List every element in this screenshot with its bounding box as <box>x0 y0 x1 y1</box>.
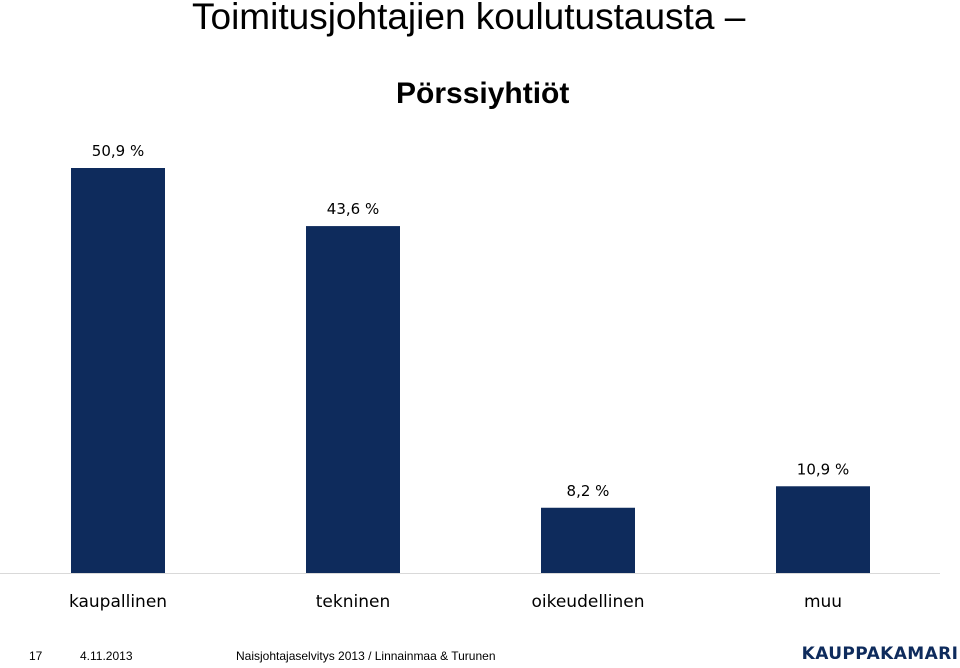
slide-title: Toimitusjohtajien koulutustausta – <box>192 0 745 40</box>
category-label-kaupallinen: kaupallinen <box>69 592 167 612</box>
bar-tekninen <box>306 226 400 573</box>
page-number: 17 <box>29 649 43 663</box>
footer-date: 4.11.2013 <box>80 649 133 663</box>
bar-oikeudellinen <box>541 507 635 573</box>
bar-muu <box>776 486 870 573</box>
slide-title-text: Toimitusjohtajien koulutustausta <box>192 0 715 37</box>
footer-source: Naisjohtajaselvitys 2013 / Linnainmaa & … <box>236 649 496 663</box>
category-label-oikeudellinen: oikeudellinen <box>531 592 644 612</box>
data-label-oikeudellinen: 8,2 % <box>567 482 610 500</box>
data-label-tekninen: 43,6 % <box>327 200 379 218</box>
data-label-kaupallinen: 50,9 % <box>92 142 144 160</box>
data-label-muu: 10,9 % <box>797 460 849 478</box>
category-label-muu: muu <box>804 592 842 612</box>
bar-chart: 50,9 % kaupallinen 43,6 % tekninen 8,2 % oike… <box>0 142 940 612</box>
chart-subtitle: Pörssiyhtiöt <box>396 77 570 110</box>
category-label-tekninen: tekninen <box>316 592 390 612</box>
slide-title-dash: – <box>724 0 746 37</box>
kauppakamari-logo: KAUPPAKAMARI <box>801 644 959 664</box>
bar-kaupallinen <box>71 168 165 573</box>
